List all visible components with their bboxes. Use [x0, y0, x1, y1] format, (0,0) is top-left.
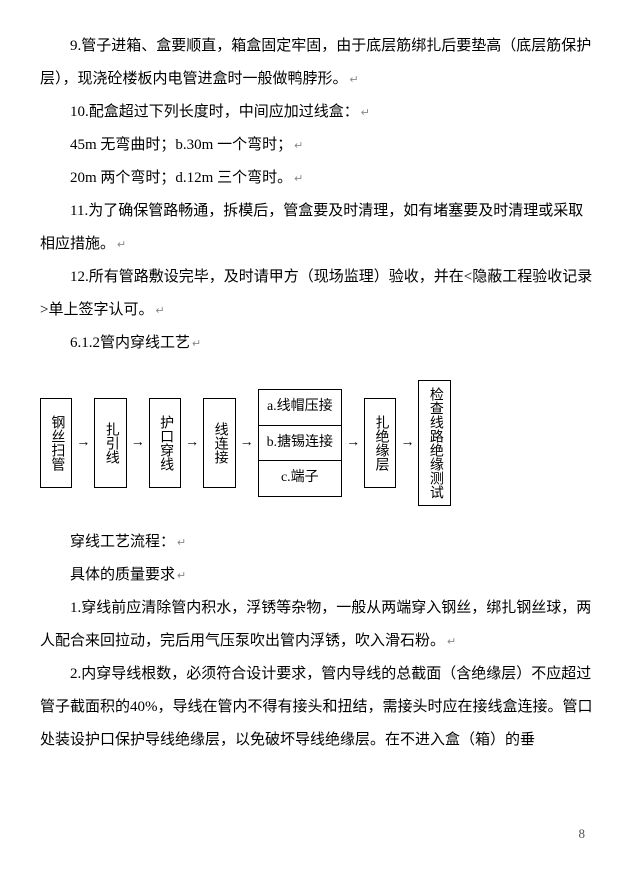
page-number: 8	[579, 820, 586, 849]
text: 穿线工艺流程：	[70, 534, 175, 550]
flowchart: 钢丝扫管 → 扎引线 → 护口穿线 → 线连接 → a.线帽压接 b.搪锡连接 …	[40, 380, 595, 506]
edit-mark-icon: ↵	[447, 636, 456, 648]
flowchart-group-c: c.端子	[259, 461, 342, 495]
edit-mark-icon: ↵	[294, 173, 303, 185]
text: 1.穿线前应清除管内积水，浮锈等杂物，一般从两端穿入钢丝，绑扎钢丝球，两人配合来…	[40, 600, 591, 649]
edit-mark-icon: ↵	[117, 239, 126, 251]
paragraph-10: 10.配盒超过下列长度时，中间应加过线盒：↵	[40, 96, 595, 129]
edit-mark-icon: ↵	[294, 140, 303, 152]
flowchart-box-3: 护口穿线	[149, 398, 181, 488]
edit-mark-icon: ↵	[177, 570, 186, 582]
flowchart-box-6: 检查线路绝缘测试	[418, 380, 450, 506]
paragraph-10b: 20m 两个弯时；d.12m 三个弯时。↵	[40, 162, 595, 195]
edit-mark-icon: ↵	[361, 107, 370, 119]
flowchart-box-5: 扎绝缘层	[364, 398, 396, 488]
edit-mark-icon: ↵	[350, 74, 359, 86]
flowchart-group-b: b.搪锡连接	[259, 426, 342, 461]
arrow-icon: →	[76, 436, 90, 450]
flowchart-group-a: a.线帽压接	[259, 390, 342, 425]
text: 45m 无弯曲时；b.30m 一个弯时；	[70, 137, 292, 153]
text: 12.所有管路敷设完毕，及时请甲方（现场监理）验收，并在<隐蔽工程验收记录>单上…	[40, 269, 592, 318]
paragraph-11: 11.为了确保管路畅通，拆模后，管盒要及时清理，如有堵塞要及时清理或采取相应措施…	[40, 195, 595, 261]
text: 具体的质量要求	[70, 567, 175, 583]
paragraph-q1: 1.穿线前应清除管内积水，浮锈等杂物，一般从两端穿入钢丝，绑扎钢丝球，两人配合来…	[40, 592, 595, 658]
edit-mark-icon: ↵	[177, 537, 186, 549]
paragraph-quality: 具体的质量要求↵	[40, 559, 595, 592]
arrow-icon: →	[240, 436, 254, 450]
paragraph-q2: 2.内穿导线根数，必须符合设计要求，管内导线的总截面（含绝缘层）不应超过管子截面…	[40, 658, 595, 757]
arrow-icon: →	[185, 436, 199, 450]
text: 9.管子进箱、盒要顺直，箱盒固定牢固，由于底层筋绑扎后要垫高（底层筋保护层），现…	[40, 38, 591, 87]
arrow-icon: →	[400, 436, 414, 450]
paragraph-10a: 45m 无弯曲时；b.30m 一个弯时；↵	[40, 129, 595, 162]
paragraph-9: 9.管子进箱、盒要顺直，箱盒固定牢固，由于底层筋绑扎后要垫高（底层筋保护层），现…	[40, 30, 595, 96]
paragraph-12: 12.所有管路敷设完毕，及时请甲方（现场监理）验收，并在<隐蔽工程验收记录>单上…	[40, 261, 595, 327]
text: 20m 两个弯时；d.12m 三个弯时。	[70, 170, 292, 186]
flowchart-box-4: 线连接	[203, 398, 235, 488]
section-612: 6.1.2管内穿线工艺↵	[40, 327, 595, 360]
flowchart-box-1: 钢丝扫管	[40, 398, 72, 488]
edit-mark-icon: ↵	[155, 305, 164, 317]
text: 6.1.2管内穿线工艺	[70, 335, 190, 351]
text: 10.配盒超过下列长度时，中间应加过线盒：	[70, 104, 359, 120]
flowchart-group: a.线帽压接 b.搪锡连接 c.端子	[258, 389, 343, 496]
arrow-icon: →	[131, 436, 145, 450]
arrow-icon: →	[346, 436, 360, 450]
flowchart-box-2: 扎引线	[94, 398, 126, 488]
edit-mark-icon: ↵	[192, 338, 201, 350]
paragraph-flow-title: 穿线工艺流程：↵	[40, 526, 595, 559]
text: 2.内穿导线根数，必须符合设计要求，管内导线的总截面（含绝缘层）不应超过管子截面…	[40, 666, 593, 748]
